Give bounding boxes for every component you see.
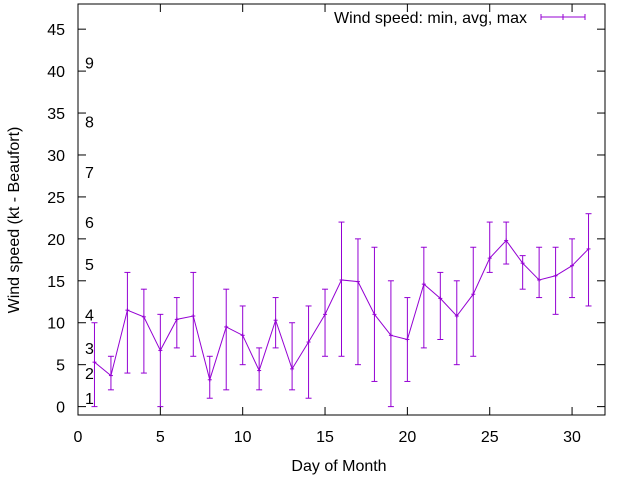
beaufort-label: 6 [85, 215, 94, 232]
error-bar [420, 246, 427, 349]
avg-point [355, 279, 360, 284]
y-tick-label: 5 [56, 358, 65, 375]
beaufort-label: 3 [85, 341, 94, 358]
avg-point [257, 368, 262, 373]
avg-point [471, 292, 476, 297]
avg-point [224, 324, 229, 329]
error-bar [552, 246, 559, 315]
beaufort-label: 1 [85, 391, 94, 408]
error-bar [173, 297, 180, 349]
avg-point [438, 296, 443, 301]
error-bar [437, 271, 444, 341]
avg-point [273, 318, 278, 323]
y-tick-label: 20 [47, 232, 65, 249]
x-tick-label: 15 [316, 429, 334, 446]
beaufort-label: 8 [85, 114, 94, 131]
avg-point [207, 377, 212, 382]
avg-point [553, 273, 558, 278]
plot-border [77, 3, 606, 416]
beaufort-label: 2 [85, 366, 94, 383]
error-bar [157, 313, 164, 408]
legend-label: Wind speed: min, avg, max [334, 10, 527, 27]
avg-point [240, 333, 245, 338]
error-bar [223, 288, 230, 391]
avg-point [537, 277, 542, 282]
avg-point [504, 238, 509, 243]
error-bar [272, 297, 279, 349]
avg-point [158, 348, 163, 353]
x-tick-label: 10 [234, 429, 252, 446]
y-tick-label: 10 [47, 316, 65, 333]
beaufort-label: 5 [85, 257, 94, 274]
avg-point [586, 246, 591, 251]
error-bar [322, 288, 329, 357]
y-tick-label: 45 [47, 22, 65, 39]
avg-point [191, 314, 196, 319]
error-bar [91, 322, 98, 408]
beaufort-label: 9 [85, 56, 94, 73]
error-bar [453, 280, 460, 366]
avg-point [323, 312, 328, 317]
avg-point [454, 314, 459, 319]
avg-point [339, 277, 344, 282]
x-axis-title: Day of Month [291, 458, 386, 475]
error-bar [536, 246, 543, 299]
error-bar [289, 322, 296, 391]
error-bar [387, 280, 394, 408]
error-bar [354, 238, 361, 366]
y-axis-title: Wind speed (kt - Beaufort) [6, 127, 23, 314]
y-tick-label: 35 [47, 106, 65, 123]
avg-point [570, 263, 575, 268]
error-bar [140, 288, 147, 374]
avg-point [306, 340, 311, 345]
legend: Wind speed: min, avg, max [334, 10, 586, 27]
avg-point [388, 333, 393, 338]
x-tick-label: 5 [156, 429, 165, 446]
beaufort-label: 4 [85, 307, 94, 324]
error-bar [107, 355, 114, 391]
avg-point [125, 308, 130, 313]
beaufort-label: 7 [85, 165, 94, 182]
error-bar [470, 246, 477, 357]
y-tick-label: 25 [47, 190, 65, 207]
avg-point [487, 256, 492, 261]
error-bar [206, 355, 213, 399]
y-tick-label: 40 [47, 64, 65, 81]
avg-point [108, 373, 113, 378]
error-bar [338, 221, 345, 357]
avg-point [92, 360, 97, 365]
error-bar [585, 213, 592, 307]
avg-point [520, 261, 525, 266]
avg-point [405, 337, 410, 342]
avg-point [421, 282, 426, 287]
error-bar [569, 238, 576, 299]
avg-point [141, 314, 146, 319]
avg-point [290, 366, 295, 371]
avg-point [174, 317, 179, 322]
error-bar [486, 221, 493, 273]
plot-area: 1 2 3 4 5 6 7 8 9 [85, 56, 592, 408]
error-bar [503, 221, 510, 265]
y-tick-label: 30 [47, 148, 65, 165]
error-bar [124, 271, 131, 374]
y-tick-label: 15 [47, 274, 65, 291]
legend-sample [540, 14, 586, 20]
x-tick-label: 25 [481, 429, 499, 446]
avg-point [372, 312, 377, 317]
error-bar [305, 305, 312, 399]
x-tick-label: 20 [398, 429, 416, 446]
y-tick-label: 0 [56, 400, 65, 417]
x-tick-label: 0 [74, 429, 83, 446]
x-tick-label: 30 [563, 429, 581, 446]
